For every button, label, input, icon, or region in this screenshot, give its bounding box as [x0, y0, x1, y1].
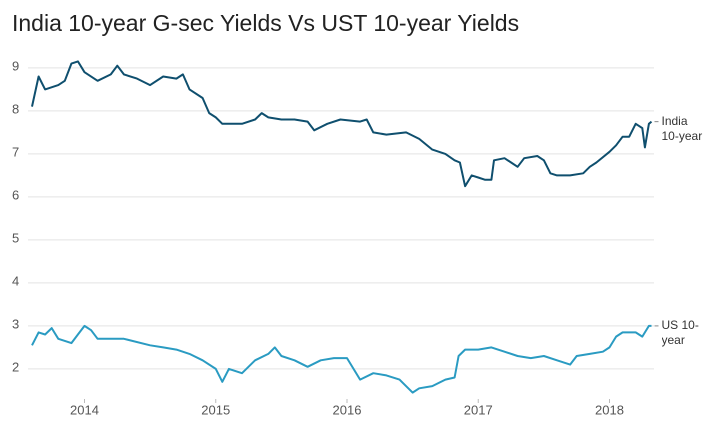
y-tick-label: 2: [12, 359, 19, 374]
legend-label: US 10-year: [661, 317, 699, 347]
y-tick-label: 9: [12, 58, 19, 73]
y-tick-label: 4: [12, 273, 19, 288]
x-tick-label: 2014: [70, 402, 99, 417]
y-tick-label: 5: [12, 230, 19, 245]
y-tick-label: 8: [12, 101, 19, 116]
series-line: [31, 60, 653, 188]
series-line: [31, 324, 652, 394]
y-tick-label: 7: [12, 144, 19, 159]
x-tick-label: 2018: [595, 402, 624, 417]
chart-title: India 10-year G-sec Yields Vs UST 10-yea…: [12, 10, 519, 36]
x-tick-label: 2015: [201, 402, 230, 417]
y-tick-label: 6: [12, 187, 19, 202]
x-tick-label: 2016: [333, 402, 362, 417]
y-tick-label: 3: [12, 316, 19, 331]
x-tick-label: 2017: [464, 402, 493, 417]
legend-label: India 10-year: [661, 113, 703, 143]
legend-entry: India 10-year: [661, 113, 703, 143]
legend-entry: US 10-year: [661, 317, 699, 347]
